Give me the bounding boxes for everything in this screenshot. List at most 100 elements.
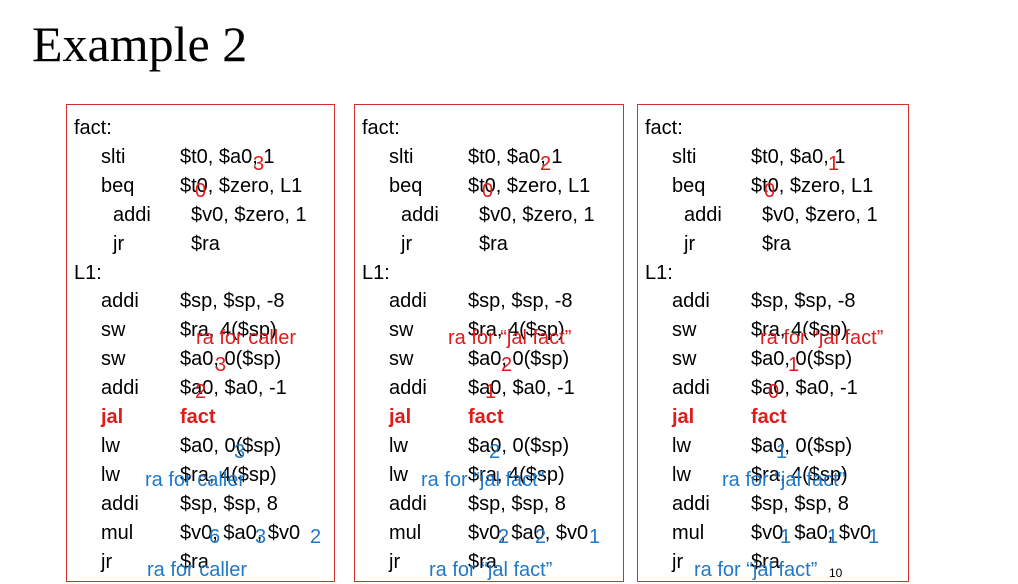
code-line: lw $ra, 4($sp) [638,461,910,489]
instruction-operands: $t0, $a0, 1 [180,145,275,168]
code-line: addi $sp, $sp, 8 [67,490,336,518]
instruction-operands: $ra, 4($sp) [180,463,277,486]
instruction-operands: $ra [751,550,780,573]
slide-title: Example 2 [32,16,248,72]
instruction-opcode: slti [389,145,414,168]
code-line: addi $v0, $zero, 1 [67,201,336,229]
instruction-opcode: addi [389,492,427,515]
red-annotation: ra for “jal fact” [448,327,572,349]
instruction-operands: $a0, 0($sp) [751,434,853,457]
code-line: beq $t0, $zero, L1 [638,172,910,200]
instruction-operands: $a0, $a0, -1 [751,377,858,400]
instruction-operands: $ra [479,232,508,255]
code-line: addi $sp, $sp, 8 [355,490,625,518]
code-label: fact: [645,117,683,139]
code-line: lw $a0, 0($sp) [355,432,625,460]
instruction-operands: $ra, 4($sp) [751,319,848,342]
code-label-line: fact: [67,114,336,142]
code-line: mul $v0, $a0, $v0 [355,519,625,547]
code-line: addi $sp, $sp, -8 [67,287,336,315]
red-annotation: 2 [195,381,207,403]
instruction-operands: $v0, $a0, $v0 [751,521,872,544]
code-line: mul $v0, $a0, $v0 [638,519,910,547]
red-annotation: 2 [501,354,513,376]
blue-annotation: 3 [255,526,267,548]
code-line: jal fact [67,403,336,431]
code-label: fact: [74,117,112,139]
code-line: addi $v0, $zero, 1 [638,201,910,229]
instruction-operands: $a0, 0($sp) [180,348,282,371]
instruction-opcode: jr [389,550,401,573]
instruction-opcode: addi [672,290,710,313]
instruction-opcode: jr [684,232,696,255]
instruction-opcode: mul [101,521,134,544]
instruction-opcode: addi [101,492,139,515]
instruction-operands: $a0, $a0, -1 [180,377,287,400]
instruction-opcode: jal [672,406,695,428]
instruction-opcode: lw [101,463,120,486]
instruction-opcode: sw [672,348,697,371]
instruction-operands: $a0, 0($sp) [751,348,853,371]
instruction-operands: $sp, $sp, 8 [180,492,278,515]
instruction-opcode: sw [672,319,697,342]
blue-annotation: 2 [535,526,547,548]
code-line: sw $a0, 0($sp) [638,345,910,373]
code-line: mul $v0, $a0, $v0 [67,519,336,547]
blue-annotation: 6 [209,526,221,548]
code-line: sw $a0, 0($sp) [355,345,625,373]
instruction-operands: $sp, $sp, -8 [180,290,285,313]
instruction-operands: $a0, 0($sp) [468,348,570,371]
instruction-operands: $ra [191,232,220,255]
code-label-line: fact: [355,114,625,142]
blue-annotation: 1 [776,441,788,463]
code-line: beq $t0, $zero, L1 [355,172,625,200]
code-line: addi $a0, $a0, -1 [355,374,625,402]
instruction-operands: fact [751,406,787,428]
red-annotation: 1 [485,381,497,403]
blue-annotation: 1 [868,526,880,548]
instruction-operands: $sp, $sp, -8 [468,290,573,313]
code-line: jr $ra [67,548,336,576]
code-label-line: L1: [355,259,625,287]
instruction-opcode: sw [389,348,414,371]
red-annotation: 3 [253,153,265,175]
code-line: addi $a0, $a0, -1 [67,374,336,402]
blue-annotation: 2 [489,441,501,463]
blue-annotation: ra for “jal fact” [694,559,818,581]
code-line: sw $a0, 0($sp) [67,345,336,373]
blue-annotation: 1 [780,526,792,548]
instruction-operands: $v0, $a0, $v0 [180,521,301,544]
code-panel-2: fact: slti $t0, $a0, 1 beq $t0, $zero, L1 add… [354,104,624,582]
instruction-opcode: addi [684,203,722,226]
code-line: addi $sp, $sp, -8 [355,287,625,315]
code-line: slti $t0, $a0, 1 [638,143,910,171]
instruction-opcode: slti [672,145,697,168]
instruction-opcode: lw [389,463,408,486]
instruction-opcode: addi [101,377,139,400]
blue-annotation: ra for caller [147,559,248,581]
instruction-opcode: addi [113,203,151,226]
instruction-operands: $ra, 4($sp) [751,463,848,486]
instruction-opcode: jr [672,550,684,573]
instruction-operands: $t0, $a0, 1 [751,145,846,168]
code-line: addi $v0, $zero, 1 [355,201,625,229]
instruction-opcode: sw [101,348,126,371]
blue-annotation: ra for “jal fact” [421,469,545,491]
instruction-operands: $ra [180,550,209,573]
instruction-operands: $ra, 4($sp) [468,319,565,342]
code-label: fact: [362,117,400,139]
instruction-operands: $ra, 4($sp) [180,319,277,342]
code-line: sw $ra, 4($sp) [355,316,625,344]
code-line: jr $ra [355,548,625,576]
red-annotation: 0 [768,381,780,403]
instruction-opcode: addi [389,290,427,313]
blue-annotation: 2 [310,526,322,548]
instruction-operands: $ra [762,232,791,255]
red-annotation: 3 [215,354,227,376]
code-label-line: L1: [67,259,336,287]
code-line: jr $ra [67,230,336,258]
red-annotation: 0 [482,180,494,202]
code-line: sw $ra, 4($sp) [67,316,336,344]
instruction-opcode: slti [101,145,126,168]
instruction-operands: $t0, $zero, L1 [468,174,591,197]
